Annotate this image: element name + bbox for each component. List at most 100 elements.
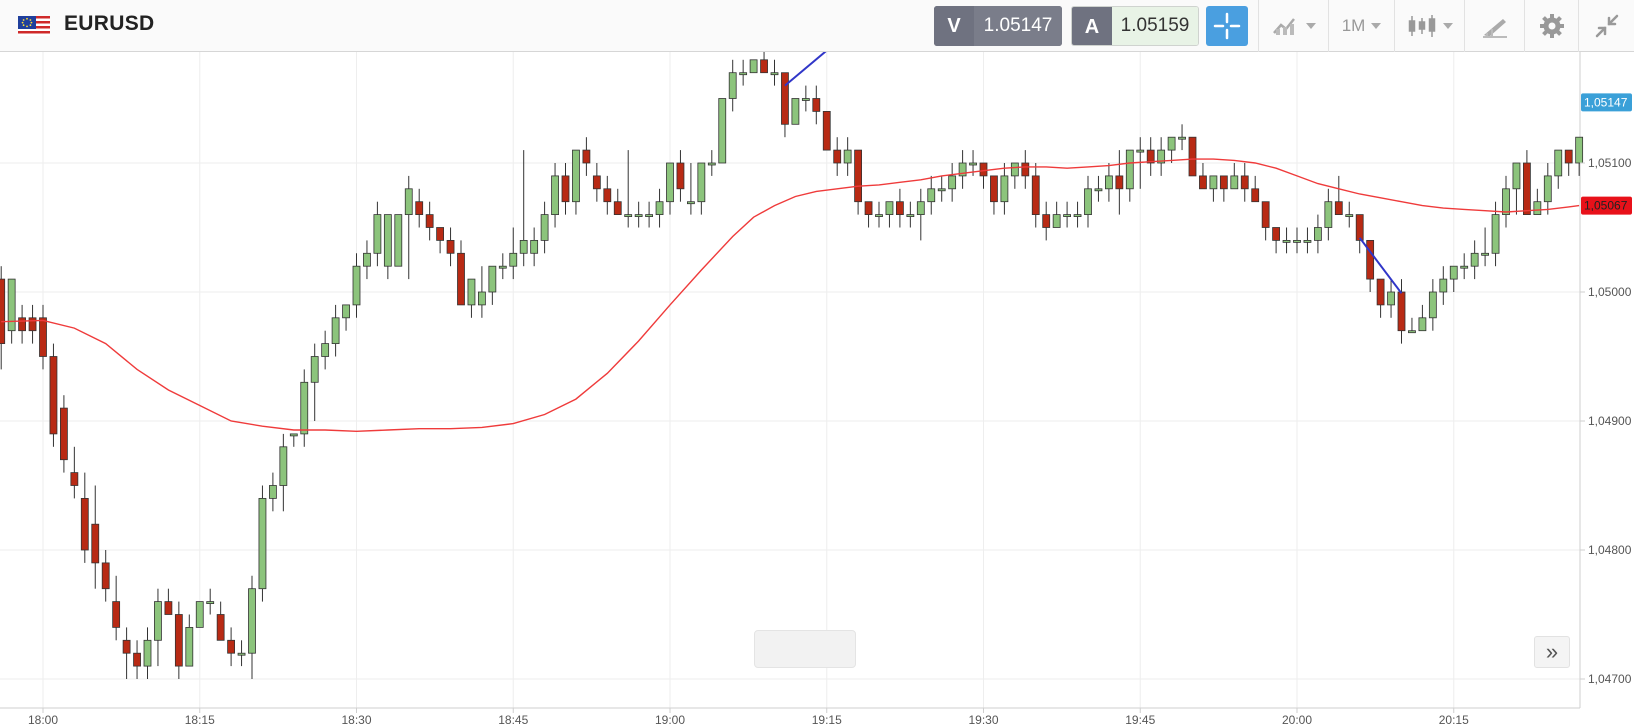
candle-body [195,601,204,628]
price-tag-label: 1,05147 [1584,95,1628,109]
candle-up [1063,201,1071,228]
price-tag-bg [1581,93,1632,112]
candle-down [1376,278,1385,318]
ask-price-tag: 1,05067 [1581,196,1632,215]
candle-body [1418,317,1427,332]
price-tag-bg [1581,196,1632,215]
x-tick-label: 19:30 [968,713,998,726]
candle-down [415,188,424,228]
candle-body [279,446,288,486]
gear-icon [1539,14,1564,38]
candle-down [1564,149,1573,176]
candle-down [436,227,445,254]
candle-body [1564,149,1573,164]
candle-up [498,253,507,280]
candle-up [624,150,633,228]
candle-body [446,239,455,254]
candlestick-series [0,52,1584,679]
candle-body [164,601,173,615]
x-tick-label: 19:15 [812,713,842,726]
chart-type-dropdown[interactable] [1258,0,1328,52]
candle-body [781,72,789,125]
candle-up [791,98,800,125]
candle-body [666,162,674,203]
candle-body [603,188,612,203]
candle-body [1324,201,1333,228]
candle-style-dropdown[interactable] [1394,0,1464,52]
double-chevron-right-icon: » [1545,639,1559,664]
candle-body [1523,162,1531,215]
candle-body [592,175,601,190]
chart-scroll-handle[interactable] [754,630,856,668]
interval-dropdown[interactable]: 1M [1328,0,1394,52]
candle-body [133,652,141,667]
scroll-to-latest-button[interactable]: » [1534,636,1570,668]
x-tick-label: 20:15 [1439,713,1469,726]
candle-down [603,175,612,215]
candle-body [91,523,100,564]
candle-up [383,214,392,280]
candle-down [60,395,68,473]
candle-up [1460,253,1469,280]
candle-body [1042,214,1051,228]
drawing-tools-button[interactable] [1464,0,1524,52]
candle-up [1491,201,1500,267]
candle-up [258,485,267,602]
candle-body [582,149,591,164]
candle-body [718,98,727,164]
candle-up [373,201,382,267]
candle-up [1345,201,1354,228]
price-chart[interactable]: 1,04700 1,04800 1,04900 1,05000 1,05100 18:0… [0,52,1634,726]
candle-body [1230,175,1239,190]
candle-up [185,614,194,667]
collapse-button[interactable] [1578,0,1634,52]
buy-price: 1.05159 [1112,7,1198,45]
sell-price-button[interactable]: V 1.05147 [934,6,1062,46]
candle-down [101,550,110,602]
buy-price-button[interactable]: A 1.05159 [1071,6,1199,46]
candle-up [519,150,528,267]
candle-up [1293,227,1301,254]
candle-up [843,137,852,176]
candle-up [645,201,653,228]
moving-average-line [1,158,1580,433]
crosshair-button[interactable] [1206,6,1248,46]
candle-body [80,497,89,551]
candle-body [1157,149,1166,164]
candle-down [979,162,988,189]
candle-body [1366,239,1375,280]
chart-toolbar: EURUSD V 1.05147 A 1.05159 1M [0,0,1634,52]
candle-body [363,252,371,267]
settings-button[interactable] [1524,0,1578,52]
candle-down [1115,150,1124,215]
candle-body [1125,149,1134,190]
candle-body [457,252,465,306]
chevron-down-icon [1305,23,1316,29]
candle-down [1261,201,1270,241]
candle-body [1209,175,1218,190]
candle-body [906,214,915,218]
candle-up [1387,279,1395,318]
candle-body [300,381,309,435]
candle-body [561,175,570,203]
candle-body [1272,227,1280,241]
sell-price: 1.05147 [974,6,1062,46]
candle-down [174,601,183,679]
candle-up [875,201,883,228]
candle-up [268,472,277,512]
candle-body [289,433,298,437]
candle-body [18,317,27,332]
candle-down [216,601,225,641]
candle-down [18,304,27,344]
candle-body [227,639,236,654]
candle-body [28,317,37,332]
candle-up [1052,201,1061,228]
candle-up [1314,214,1322,254]
candle-up [394,214,403,267]
candle-body [404,188,413,216]
trendline-group [784,52,1403,294]
candle-body [415,201,424,215]
candle-body [1021,162,1030,177]
candle-up [154,588,162,667]
candle-body [1073,214,1082,218]
